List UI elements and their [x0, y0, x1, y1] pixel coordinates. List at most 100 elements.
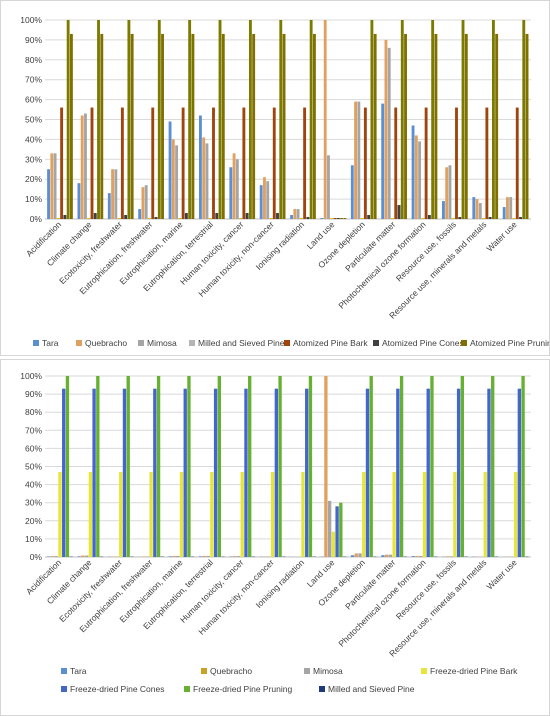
legend-label: Mimosa [313, 666, 343, 676]
bar [84, 113, 87, 219]
legend-swatch [201, 668, 207, 674]
y-tick-label: 90% [25, 35, 42, 45]
bar [96, 376, 100, 557]
y-tick-label: 40% [25, 134, 42, 144]
bar [187, 376, 191, 557]
bar [445, 167, 449, 219]
bar [451, 218, 455, 219]
bar [47, 169, 50, 219]
bar [453, 471, 457, 557]
bar [175, 145, 179, 219]
chart-panel-top: 0% 10% 20% 30% 40% 50% 60% 70% 80% 90% 100% Acidifi… [0, 0, 550, 356]
bar [206, 555, 210, 557]
bar [448, 165, 452, 219]
bar [205, 143, 209, 219]
bar [114, 169, 118, 219]
bar [56, 218, 60, 219]
bar [502, 207, 506, 219]
bar [513, 471, 518, 557]
bar [365, 388, 370, 557]
bar [212, 107, 215, 219]
legend-label: Freeze-dried Pine Cones [70, 684, 165, 694]
bar [414, 135, 418, 219]
bar [90, 107, 94, 219]
bar [449, 556, 453, 557]
bar [430, 376, 434, 557]
bar [248, 20, 252, 219]
bar [63, 215, 67, 219]
bar [427, 215, 431, 219]
bar [199, 556, 203, 557]
bar [350, 165, 354, 219]
bar [50, 153, 54, 219]
legend-label: Milled and Sieved Pine [198, 338, 285, 348]
bar [202, 137, 206, 219]
bar [138, 209, 142, 219]
bar [354, 101, 358, 219]
bar [47, 556, 51, 557]
bar [267, 556, 271, 557]
bar [50, 556, 55, 557]
bar [130, 33, 134, 220]
legend-swatch [33, 340, 39, 346]
bar [141, 187, 145, 219]
bar [183, 388, 187, 557]
bar [115, 556, 119, 557]
bar [400, 20, 404, 219]
legend-label: Atomized Pine Bark [293, 338, 368, 348]
bar [179, 471, 184, 557]
bar [245, 213, 249, 219]
bar [122, 388, 127, 557]
chart-panel-bottom: 0% 10% 20% 30% 40% 50% 60% 70% 80% 90% 100% Acidifi… [0, 359, 550, 716]
legend-swatch [461, 340, 467, 346]
bar [153, 388, 157, 557]
bar [199, 115, 202, 219]
bar [472, 197, 476, 219]
bar [217, 376, 221, 557]
bar [127, 20, 131, 219]
bar [388, 554, 393, 557]
bar [213, 388, 218, 557]
bar [397, 205, 401, 219]
bar [92, 388, 96, 557]
bar [487, 388, 491, 557]
bar [478, 203, 482, 219]
bar [120, 107, 124, 219]
y-tick-label: 80% [25, 407, 42, 417]
bar [422, 471, 427, 557]
y-tick-label: 50% [25, 115, 42, 125]
bar [424, 107, 428, 219]
bar [475, 199, 479, 219]
bar [236, 556, 241, 557]
bar [149, 471, 153, 557]
bar [233, 556, 237, 557]
bar [274, 388, 279, 557]
bar [191, 33, 195, 220]
bar [411, 125, 415, 219]
bar [240, 471, 244, 557]
bar [521, 376, 525, 557]
bar [84, 555, 89, 557]
y-tick-label: 100% [20, 15, 42, 25]
bar [218, 20, 222, 219]
bar [126, 376, 130, 557]
bar [384, 39, 388, 220]
bar [327, 155, 330, 219]
bar [161, 33, 164, 220]
bar [306, 217, 310, 219]
legend-swatch [61, 668, 67, 674]
bar [88, 471, 93, 557]
y-tick-label: 80% [25, 55, 42, 65]
bar [381, 103, 385, 219]
chart-bottom: 0%10%20%30%40%50%60%70%80%90%100%Acidifi… [20, 371, 531, 694]
bar [239, 218, 243, 219]
bar [87, 218, 91, 219]
bar [208, 218, 212, 219]
legend-label: Mimosa [147, 338, 177, 348]
y-tick-label: 90% [25, 389, 42, 399]
bar [80, 115, 84, 219]
bar [77, 183, 81, 219]
bar [229, 167, 233, 219]
bar [392, 471, 396, 557]
bar [144, 185, 148, 219]
